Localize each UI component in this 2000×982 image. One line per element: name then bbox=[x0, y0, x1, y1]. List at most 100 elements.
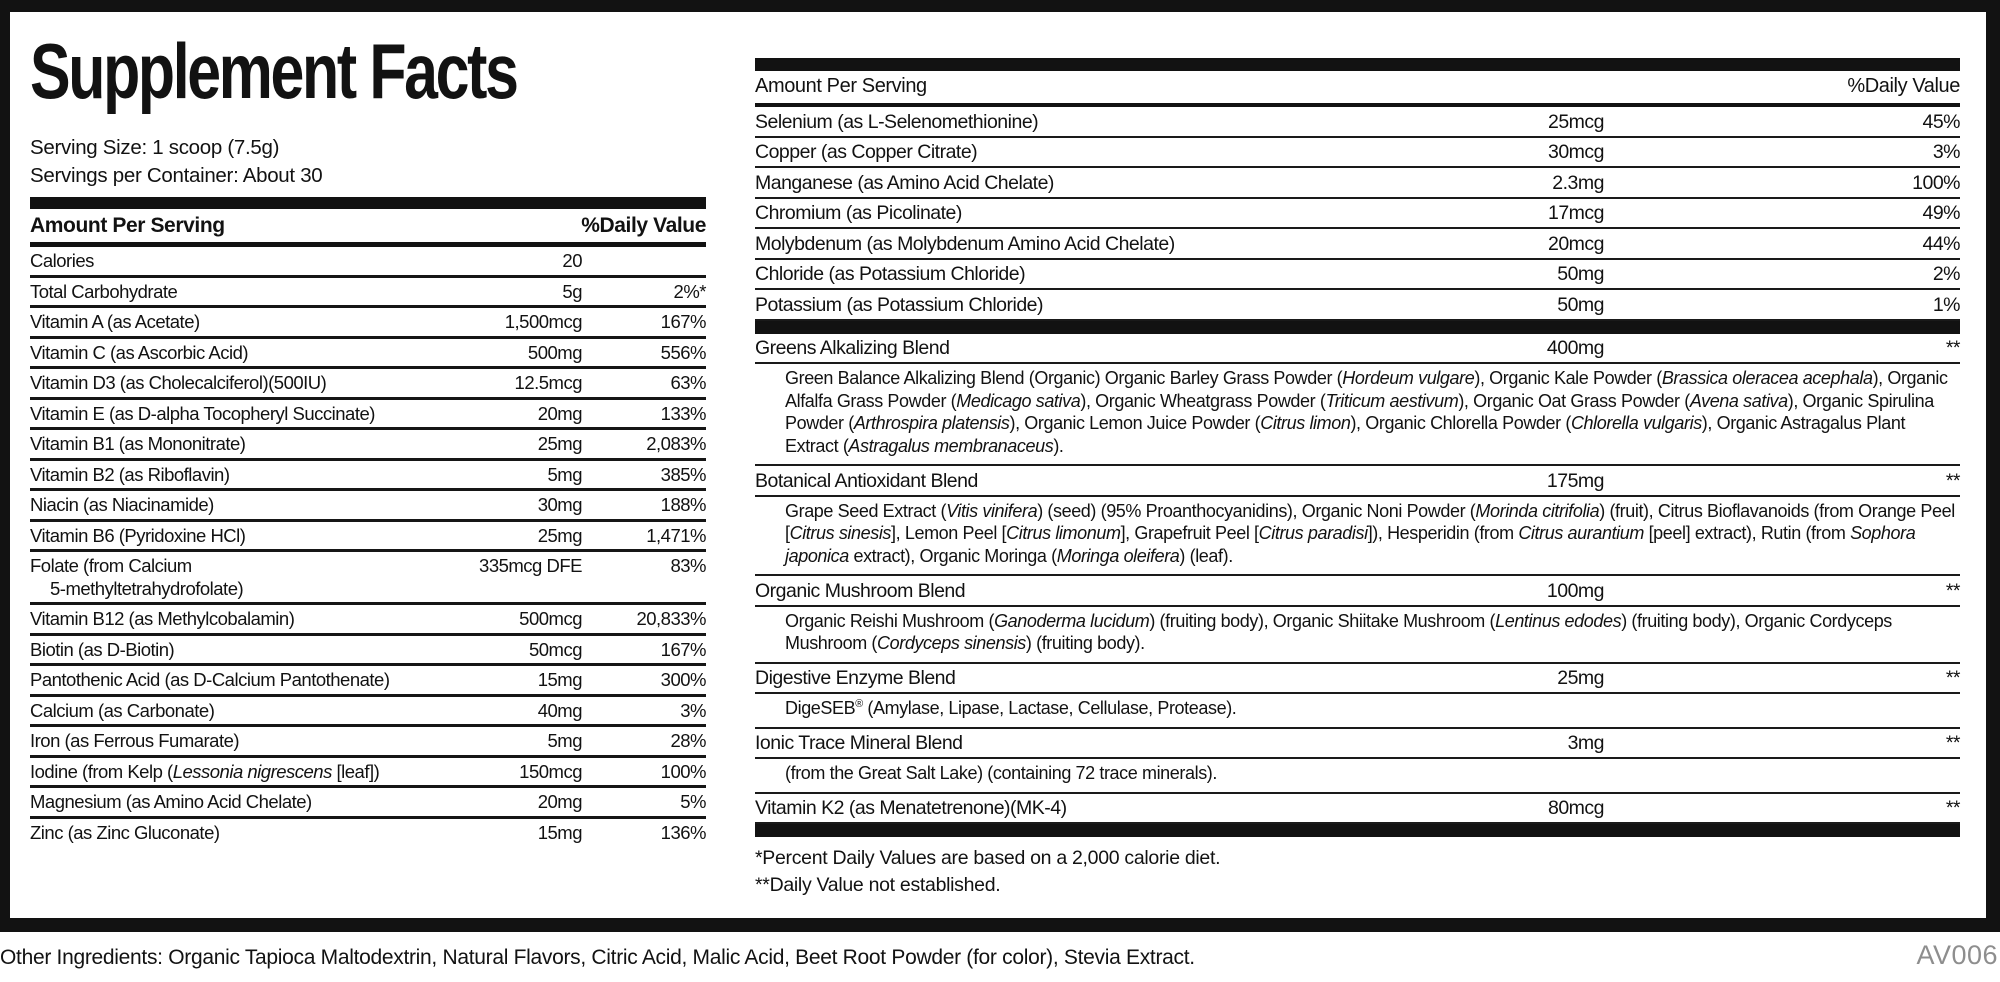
nutrient-row: Calories 20 bbox=[30, 247, 706, 278]
nutrient-name: Molybdenum (as Molybdenum Amino Acid Che… bbox=[755, 232, 1175, 255]
nutrient-amount: 175mg bbox=[1546, 469, 1605, 492]
nutrient-daily-value: ** bbox=[1945, 469, 1961, 492]
nutrient-name: Niacin (as Niacinamide) bbox=[30, 494, 214, 515]
nutrient-amount: 30mg bbox=[537, 494, 583, 515]
nutrient-row: Digestive Enzyme Blend 25mg ** bbox=[755, 664, 1961, 694]
nutrient-daily-value: 167% bbox=[660, 311, 707, 332]
nutrient-daily-value: 49% bbox=[1922, 202, 1960, 224]
nutrient-name: Vitamin B6 (Pyridoxine HCl) bbox=[30, 524, 246, 546]
divider-bar bbox=[755, 824, 1960, 837]
right-table-header: Amount Per Serving %Daily Value bbox=[755, 71, 1960, 107]
divider-bar bbox=[755, 58, 1960, 71]
nutrient-daily-value: 83% bbox=[670, 555, 706, 576]
nutrient-row: Niacin (as Niacinamide) 30mg 188% bbox=[30, 491, 707, 522]
footer: Other Ingredients: Organic Tapioca Malto… bbox=[0, 940, 1998, 971]
nutrient-daily-value: 136% bbox=[660, 821, 707, 843]
nutrient-name: Biotin (as D-Biotin) bbox=[30, 638, 175, 660]
nutrient-amount: 400mg bbox=[1546, 337, 1605, 359]
nutrient-daily-value: 100% bbox=[660, 760, 707, 782]
nutrient-name: Botanical Antioxidant Blend bbox=[755, 469, 978, 492]
nutrient-amount: 5mg bbox=[547, 463, 583, 485]
nutrient-name: Manganese (as Amino Acid Chelate) bbox=[755, 171, 1054, 194]
nutrient-amount: 20mg bbox=[537, 402, 583, 424]
blend-sections: Greens Alkalizing Blend 400mg ** Green Bala… bbox=[755, 334, 1961, 824]
nutrient-name: Calcium (as Carbonate) bbox=[30, 699, 215, 721]
servings-per-container: Servings per Container: About 30 bbox=[30, 163, 323, 187]
nutrient-name: Vitamin B1 (as Mononitrate) bbox=[30, 433, 246, 454]
blend-description: DigeSEB® (Amylase, Lipase, Lactase, Cell… bbox=[755, 694, 1960, 729]
page-title: Supplement Facts bbox=[30, 27, 519, 115]
footnote: **Daily Value not established. bbox=[755, 874, 1001, 896]
nutrient-row: Vitamin B6 (Pyridoxine HCl) 25mg 1,471% bbox=[30, 522, 707, 552]
nutrient-daily-value: 1% bbox=[1932, 293, 1961, 316]
nutrient-row: Botanical Antioxidant Blend 175mg ** bbox=[755, 466, 1961, 497]
nutrient-daily-value: 1,471% bbox=[646, 524, 706, 546]
nutrient-daily-value: 3% bbox=[680, 699, 706, 721]
nutrient-name: Calories bbox=[30, 250, 94, 271]
nutrient-daily-value: 385% bbox=[660, 463, 707, 485]
nutrient-amount: 20mg bbox=[537, 791, 583, 812]
nutrient-row: Magnesium (as Amino Acid Chelate) 20mg 5% bbox=[30, 788, 707, 819]
nutrient-daily-value: ** bbox=[1945, 579, 1961, 602]
nutrient-amount: 12.5mcg bbox=[514, 372, 583, 393]
nutrient-name: Folate (from Calcium 5-methyltetrahydrofo… bbox=[30, 555, 244, 599]
nutrient-daily-value: 2% bbox=[1932, 263, 1961, 285]
nutrient-daily-value: 44% bbox=[1922, 232, 1960, 255]
nutrient-amount: 50mg bbox=[1557, 263, 1604, 285]
nutrient-daily-value: 2,083% bbox=[646, 433, 706, 454]
nutrient-name: Vitamin E (as D-alpha Tocopheryl Succina… bbox=[30, 402, 375, 424]
nutrient-amount: 500mg bbox=[527, 341, 583, 363]
nutrient-amount: 500mcg bbox=[519, 608, 582, 629]
nutrient-row: Folate (from Calcium 5-methyltetrahydrofo… bbox=[30, 552, 707, 605]
nutrient-name: Potassium (as Potassium Chloride) bbox=[755, 293, 1044, 316]
amount-per-serving-header: Amount Per Serving bbox=[755, 75, 927, 97]
daily-value-header: %Daily Value bbox=[581, 214, 706, 237]
label-code: AV006 bbox=[1916, 940, 1998, 970]
nutrient-name: Greens Alkalizing Blend bbox=[755, 337, 950, 359]
blend-description: (from the Great Salt Lake) (containing 7… bbox=[755, 759, 1960, 794]
supplement-facts-panel: Supplement Facts Serving Size: 1 scoop (… bbox=[0, 0, 2000, 932]
nutrient-daily-value: 20,833% bbox=[636, 608, 706, 629]
nutrient-row: Copper (as Copper Citrate) 30mcg 3% bbox=[755, 138, 1961, 168]
nutrient-name: Vitamin D3 (as Cholecalciferol)(500IU) bbox=[30, 372, 327, 393]
nutrient-name: Vitamin C (as Ascorbic Acid) bbox=[30, 341, 249, 363]
nutrient-daily-value: 556% bbox=[660, 341, 707, 363]
serving-size: Serving Size: 1 scoop (7.5g) bbox=[30, 136, 280, 159]
nutrient-amount: 50mg bbox=[1557, 293, 1604, 316]
nutrient-row: Ionic Trace Mineral Blend 3mg ** bbox=[755, 729, 1961, 759]
nutrient-daily-value: 188% bbox=[660, 494, 707, 515]
amount-per-serving-header: Amount Per Serving bbox=[30, 214, 225, 237]
nutrient-row: Selenium (as L-Selenomethionine) 25mcg 45% bbox=[755, 107, 1961, 138]
nutrient-daily-value: ** bbox=[1945, 337, 1961, 359]
nutrient-daily-value: 28% bbox=[670, 730, 706, 751]
nutrient-name: Pantothenic Acid (as D-Calcium Pantothen… bbox=[30, 669, 390, 690]
nutrient-daily-value: ** bbox=[1945, 797, 1961, 819]
nutrient-amount: 30mcg bbox=[1547, 141, 1605, 163]
nutrient-name: Chloride (as Potassium Chloride) bbox=[755, 263, 1026, 285]
right-table-rows: Selenium (as L-Selenomethionine) 25mcg 45%… bbox=[755, 107, 1961, 321]
nutrient-name: Vitamin B2 (as Riboflavin) bbox=[30, 463, 230, 485]
nutrient-row: Vitamin D3 (as Cholecalciferol)(500IU) 12… bbox=[30, 369, 707, 400]
blend-description: Organic Reishi Mushroom (Ganoderma lucid… bbox=[755, 607, 1960, 664]
nutrient-amount: 25mg bbox=[537, 433, 583, 454]
left-table-header: Amount Per Serving %Daily Value bbox=[30, 209, 706, 247]
nutrient-name: Organic Mushroom Blend bbox=[755, 579, 966, 602]
nutrient-amount: 25mg bbox=[1557, 667, 1604, 689]
nutrient-daily-value: ** bbox=[1945, 667, 1961, 689]
nutrient-amount: 50mcg bbox=[528, 638, 583, 660]
nutrient-amount: 40mg bbox=[537, 699, 583, 721]
nutrient-row: Iron (as Ferrous Fumarate) 5mg 28% bbox=[30, 727, 707, 758]
footnote: *Percent Daily Values are based on a 2,0… bbox=[755, 847, 1221, 869]
nutrient-daily-value: 167% bbox=[660, 638, 707, 660]
nutrient-name: Copper (as Copper Citrate) bbox=[755, 141, 978, 163]
nutrient-name: Iron (as Ferrous Fumarate) bbox=[30, 730, 240, 751]
nutrient-name: Magnesium (as Amino Acid Chelate) bbox=[30, 791, 312, 812]
nutrient-row: Molybdenum (as Molybdenum Amino Acid Che… bbox=[755, 229, 1961, 260]
other-ingredients: Other Ingredients: Organic Tapioca Malto… bbox=[0, 946, 1195, 969]
nutrient-amount: 5mg bbox=[547, 730, 583, 751]
nutrient-row: Vitamin B2 (as Riboflavin) 5mg 385% bbox=[30, 461, 707, 491]
nutrient-amount: 1,500mcg bbox=[504, 311, 583, 332]
nutrient-row: Total Carbohydrate 5g 2%* bbox=[30, 278, 707, 308]
nutrient-amount: 5g bbox=[562, 280, 582, 302]
nutrient-name: Iodine (from Kelp (Lessonia nigrescens [… bbox=[30, 760, 380, 782]
